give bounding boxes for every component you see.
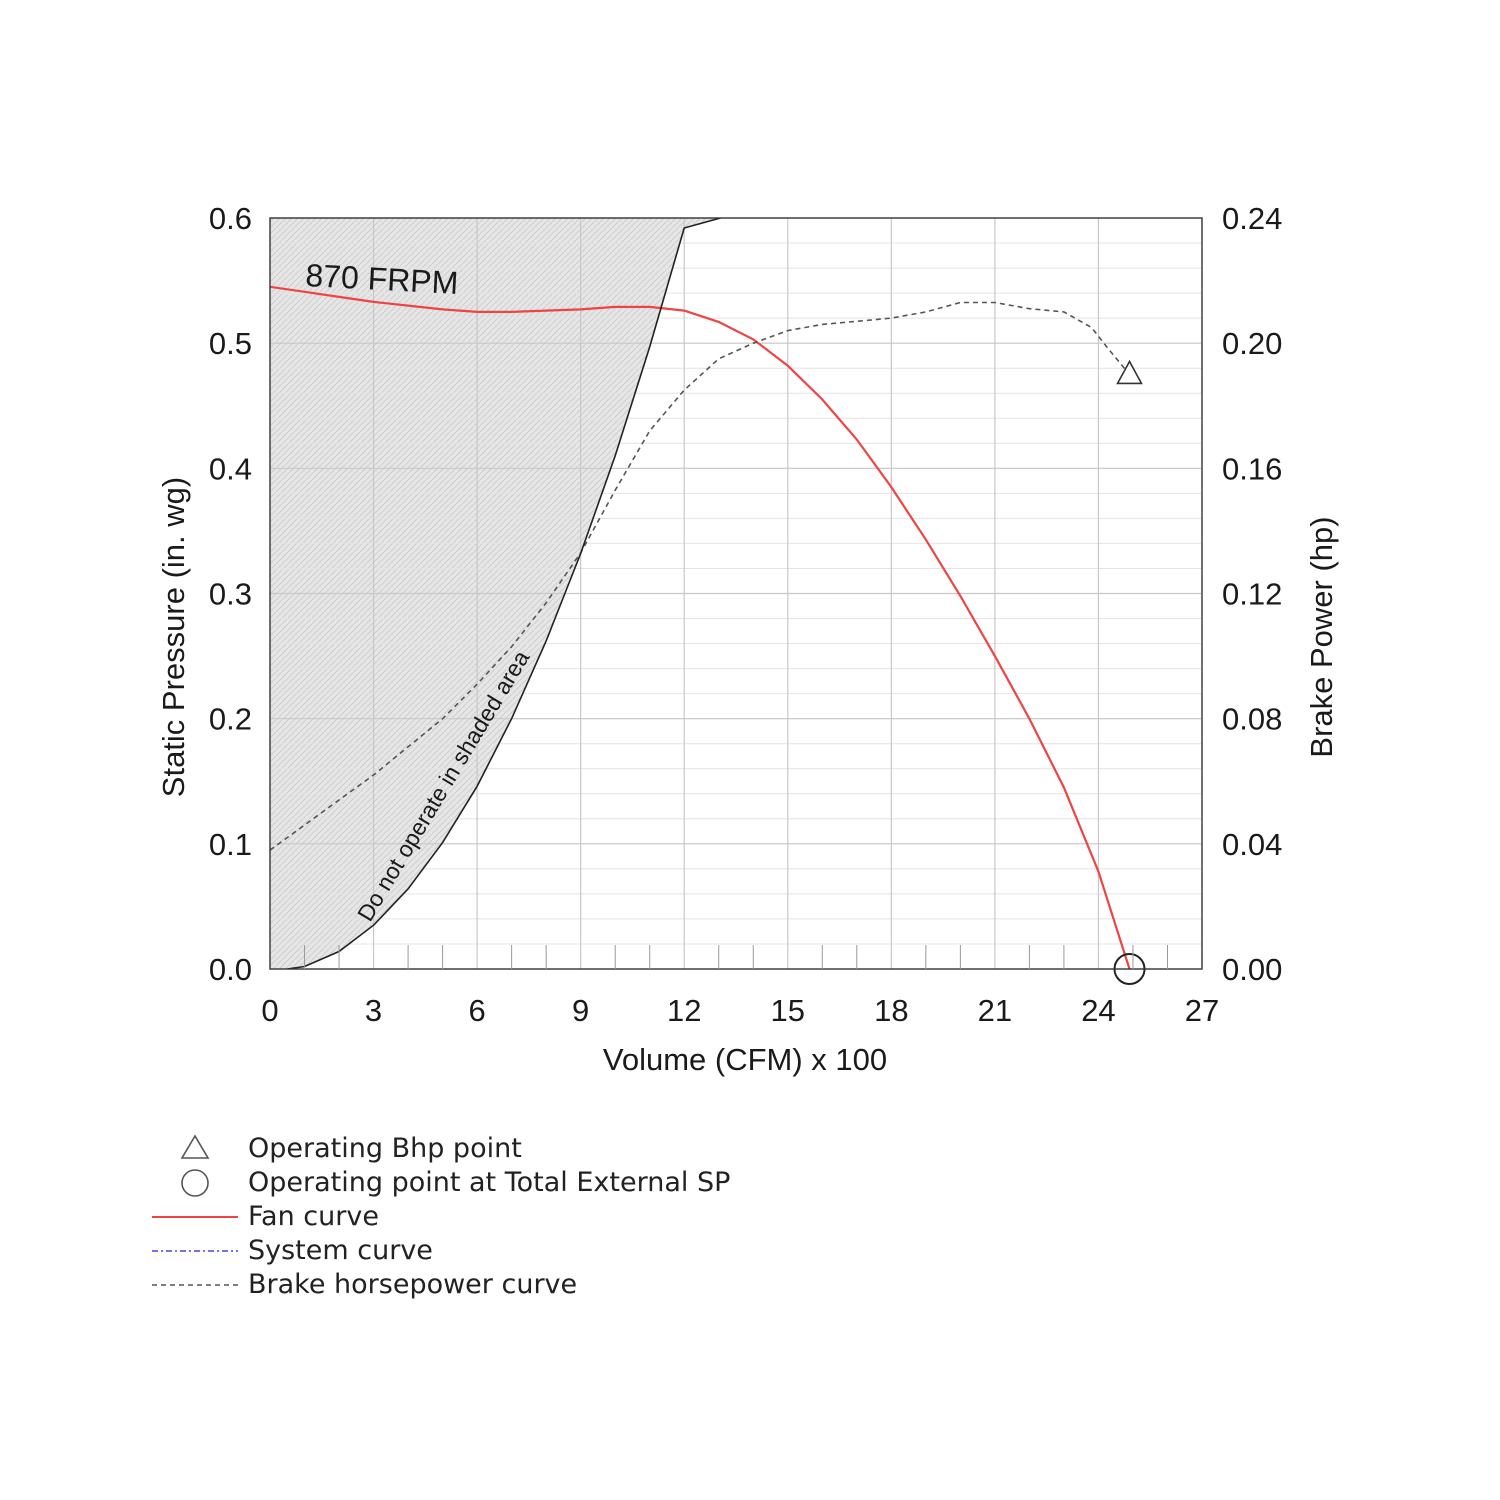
legend-label: Brake horsepower curve (248, 1269, 578, 1300)
x-tick-label: 18 (874, 993, 908, 1028)
x-tick-label: 9 (572, 993, 589, 1028)
marker-layer (1113, 359, 1146, 985)
grid-layer (270, 218, 1202, 969)
y-right-tick-label: 0.12 (1222, 577, 1282, 612)
x-tick-label: 15 (771, 993, 805, 1028)
fan-curve-line (270, 285, 1131, 969)
line-dashed-icon (152, 1284, 238, 1286)
y-right-tick-label: 0.16 (1222, 451, 1282, 486)
y-left-tick-label: 0.2 (209, 702, 252, 737)
speed-annotation: 870 FRPM (305, 257, 460, 301)
x-tick-label: 3 (365, 993, 382, 1028)
legend-label: Operating point at Total External SP (248, 1167, 731, 1198)
y-left-tick-label: 0.0 (209, 952, 252, 987)
plot-frame (269, 217, 1203, 970)
y-right-tick-label: 0.00 (1222, 952, 1282, 987)
triangle-icon (180, 1134, 210, 1159)
x-tick-label: 24 (1081, 993, 1115, 1028)
legend-label: Fan curve (248, 1201, 379, 1232)
x-tick-label: 0 (261, 993, 278, 1028)
legend-label: System curve (248, 1235, 433, 1266)
y-left-tick-label: 0.6 (209, 201, 252, 236)
fan-performance-chart: 0 3 6 9 12 15 18 21 24 27 0.0 0.1 0.2 0.3 0.4 0.5 0.6 0.0… (156, 201, 1339, 1077)
x-tick-label: 21 (978, 993, 1012, 1028)
x-tick-label: 27 (1185, 993, 1219, 1028)
y-left-tick-label: 0.1 (209, 827, 252, 862)
right-axis-title: Brake Power (hp) (1304, 516, 1339, 757)
do-not-operate-boundary-line (287, 218, 721, 969)
left-axis-title: Static Pressure (in. wg) (156, 477, 191, 797)
x-tick-label: 12 (667, 993, 701, 1028)
axis-layer: 0 3 6 9 12 15 18 21 24 27 0.0 0.1 0.2 0.3 0.4 0.5 0.6 0.0… (209, 201, 1282, 1028)
circle-icon (181, 1169, 209, 1197)
y-right-tick-label: 0.20 (1222, 326, 1282, 361)
y-right-tick-label: 0.04 (1222, 827, 1282, 862)
brake-horsepower-curve-line (270, 301, 1131, 851)
line-dashdot-icon (152, 1250, 238, 1252)
curve-layer (270, 218, 1131, 969)
y-right-tick-label: 0.24 (1222, 201, 1282, 236)
y-left-tick-label: 0.5 (209, 326, 252, 361)
y-left-tick-label: 0.4 (209, 451, 252, 486)
x-axis-title: Volume (CFM) x 100 (603, 1042, 887, 1077)
y-left-tick-label: 0.3 (209, 577, 252, 612)
operating-bhp-marker (1116, 359, 1143, 385)
y-right-tick-label: 0.08 (1222, 702, 1282, 737)
x-tick-label: 6 (468, 993, 485, 1028)
legend-label: Operating Bhp point (248, 1133, 522, 1164)
line-red-icon (152, 1216, 238, 1218)
